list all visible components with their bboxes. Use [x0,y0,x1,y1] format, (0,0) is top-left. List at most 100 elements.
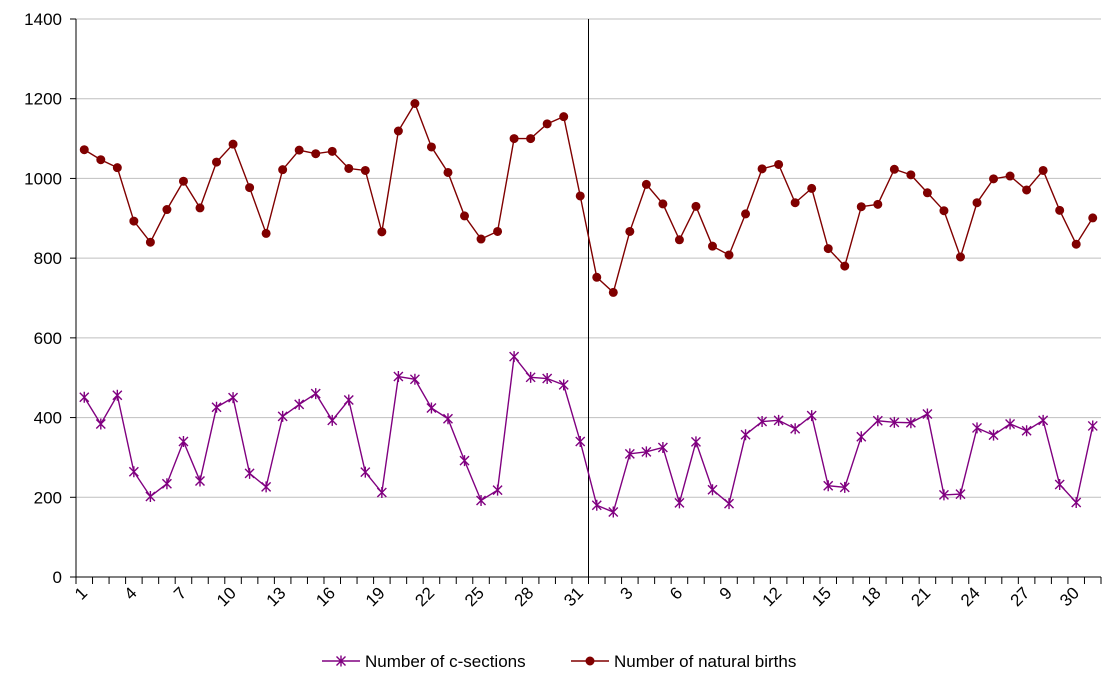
data-point [905,417,916,429]
data-point [575,435,586,447]
data-point [178,435,189,447]
data-point [95,418,106,430]
data-point [195,203,205,213]
y-tick-label: 1000 [24,169,62,188]
data-point [773,414,784,426]
x-tick-label: 31 [560,583,587,610]
data-point [460,211,470,221]
series [79,98,1098,518]
y-tick-label: 200 [34,488,62,507]
x-tick-label: 1 [71,583,91,603]
data-point [790,423,801,435]
data-point [740,429,751,441]
data-point [1038,165,1048,175]
series-group [79,351,1098,518]
x-tick-label: 3 [617,583,637,603]
legend-label: Number of natural births [614,652,796,671]
data-point [955,488,966,500]
data-point [889,164,899,174]
data-point [938,489,949,501]
data-point [212,157,222,167]
data-point [592,272,602,282]
data-point [889,416,900,428]
x-tick-label: 6 [666,583,686,603]
data-point [493,226,503,236]
data-point [476,234,486,244]
data-point [707,241,717,251]
data-point [691,201,701,211]
data-point [1021,425,1032,437]
data-point [575,191,585,201]
data-point [1005,171,1015,181]
data-point [674,497,685,509]
x-tick-label: 7 [170,583,190,603]
data-point [310,388,321,400]
data-point [376,487,387,499]
data-point [559,112,569,122]
data-point [1038,414,1049,426]
data-point [492,484,503,496]
data-point [823,480,834,492]
x-tick-label: 4 [121,583,141,603]
data-point [707,484,718,496]
legend-marker [336,655,346,667]
data-point [972,422,983,434]
data-point [641,446,652,458]
data-point [426,142,436,152]
data-point [856,431,867,443]
x-tick-label: 24 [957,583,984,610]
data-point [955,252,965,262]
data-point [344,163,354,173]
data-point [674,235,684,245]
data-point [542,119,552,129]
data-point [112,163,122,173]
y-tick-label: 600 [34,329,62,348]
data-point [724,498,735,510]
legend: Number of c-sections Number of natural bi… [322,652,796,671]
data-point [972,198,982,208]
data-point [79,391,90,403]
data-point [409,373,420,385]
data-point [1088,213,1098,223]
data-point [608,506,619,518]
data-point [658,199,668,209]
data-point [327,146,337,156]
data-point [244,467,255,479]
data-point [194,475,205,487]
data-point [839,481,850,493]
data-point [79,145,89,155]
data-point [360,165,370,175]
data-point [873,199,883,209]
data-point [145,237,155,247]
x-tick-label: 30 [1056,583,1083,610]
data-point [245,183,255,193]
data-point [922,188,932,198]
data-point [558,379,569,391]
legend-marker [585,656,595,666]
data-point [393,371,404,383]
data-point [443,167,453,177]
legend-item: Number of natural births [571,652,796,671]
y-tick-label: 1200 [24,90,62,109]
data-point [856,202,866,212]
data-point [129,216,139,226]
data-point [343,394,354,406]
data-point [178,176,188,186]
x-tick-label: 28 [511,583,538,610]
data-point [774,159,784,169]
data-point [591,499,602,511]
data-point [790,198,800,208]
data-point [608,287,618,297]
data-point [1071,239,1081,249]
data-point [145,490,156,502]
legend-item: Number of c-sections [322,652,526,671]
data-point [161,478,172,490]
x-tick-label: 22 [411,583,438,610]
x-tick-label: 27 [1007,583,1034,610]
data-point [806,410,817,422]
data-point [989,174,999,184]
data-point [1055,205,1065,215]
data-point [509,134,519,144]
data-point [311,149,321,159]
